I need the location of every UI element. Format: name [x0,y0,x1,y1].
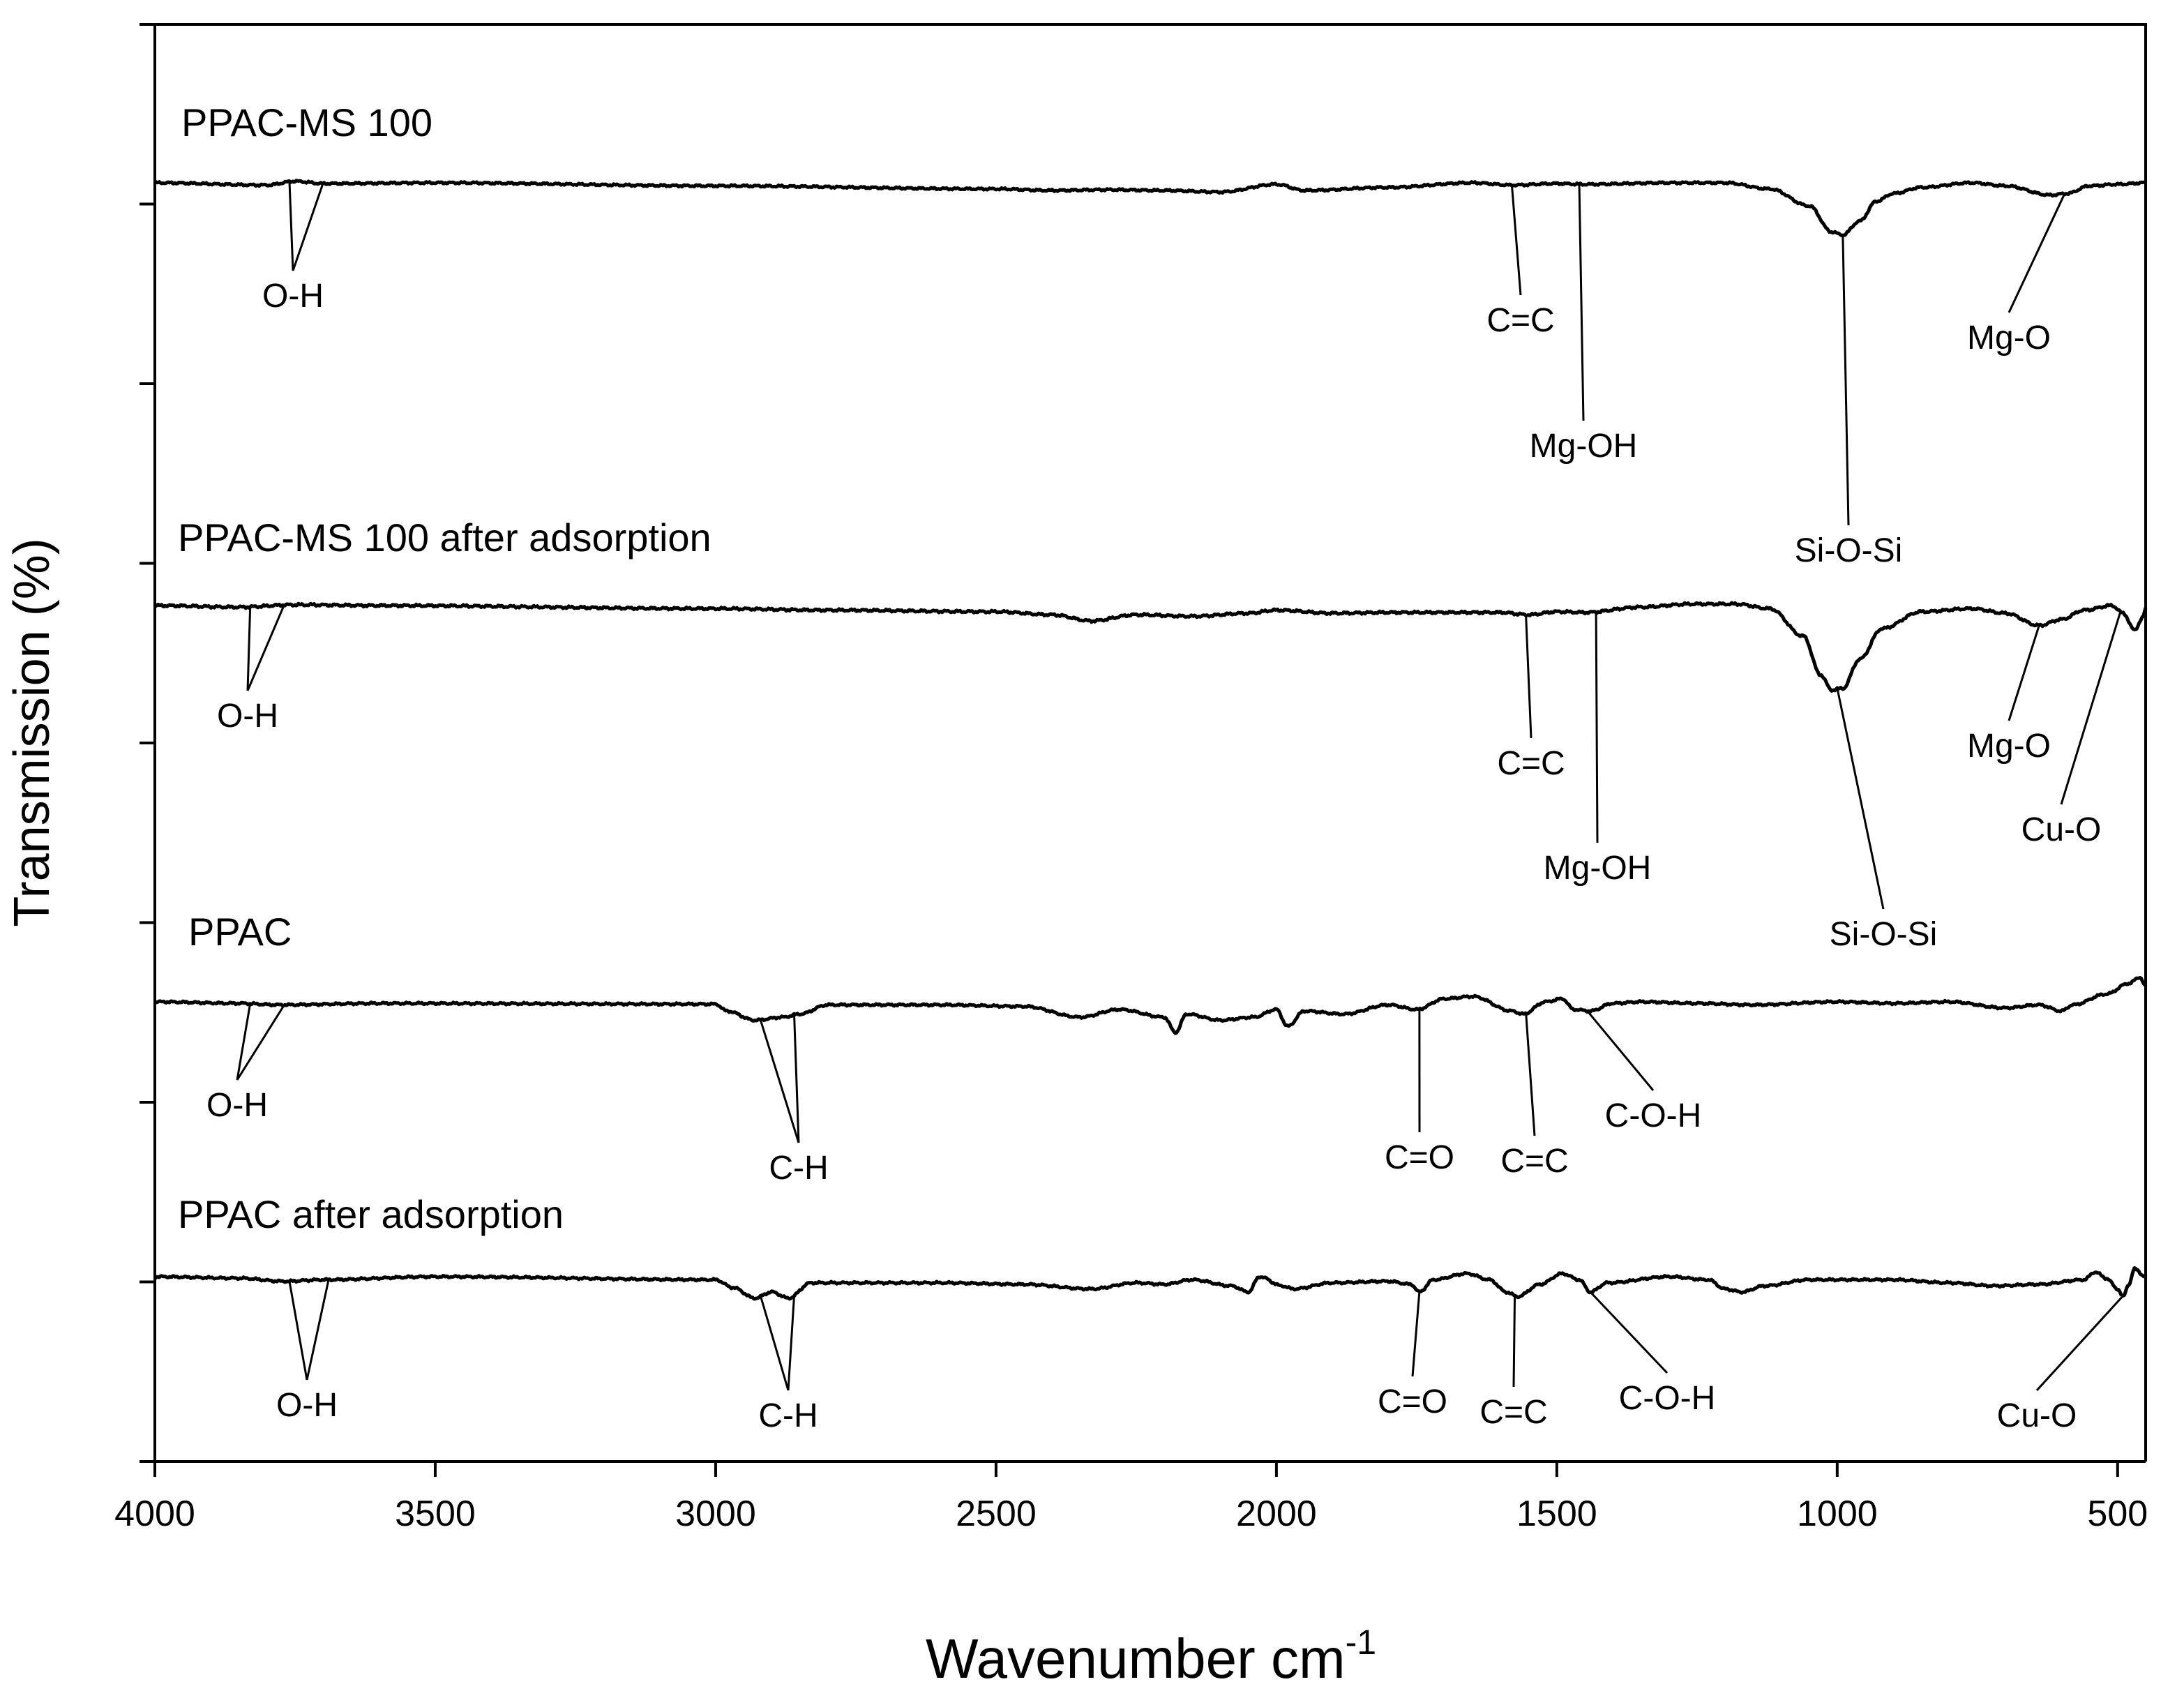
spectra-group [153,179,2148,1301]
band-leader [2008,625,2040,721]
band-leader [792,1014,800,1143]
band-leader [787,1295,795,1391]
band-leader [2035,1295,2124,1392]
band-label: C=C [1500,1143,1568,1180]
band-label: C=C [1479,1394,1547,1431]
band-leader [1842,235,1850,526]
band-label: Mg-OH [1544,850,1652,887]
band-label: O-H [206,1087,268,1124]
band-label: Mg-OH [1530,428,1638,465]
band-leader [759,1295,790,1391]
series-label: PPAC-MS 100 after adsorption [178,516,711,559]
band-leader [246,605,285,691]
band-label: C=C [1497,745,1565,782]
x-tick-label: 2500 [956,1494,1037,1534]
x-axis-ticks: 4000 3500 3000 2500 2000 1500 1000 500 [114,1462,2148,1534]
band-leader [1511,186,1522,296]
x-tick-label: 3000 [675,1494,756,1534]
x-tick-label: 1500 [1516,1494,1597,1534]
series-labels: PPAC-MS 100 PPAC-MS 100 after adsorption P… [178,100,711,1236]
band-leader [236,1005,285,1081]
band-label: Mg-O [1967,320,2051,356]
band-leader [246,607,252,691]
band-label: Si-O-Si [1795,532,1903,569]
band-label: C-H [758,1397,818,1434]
band-label: O-H [217,698,278,735]
series-label: PPAC after adsorption [178,1192,564,1236]
x-axis-title-superscript: -1 [1346,1623,1376,1662]
band-leader [1586,1010,1655,1091]
band-label: O-H [262,278,324,315]
band-leader [306,1279,330,1381]
band-leader [1411,1291,1421,1377]
band-leader [1836,687,1885,910]
band-leader [1578,183,1585,421]
axes-top-right [155,23,2147,1462]
band-leader [1512,1295,1516,1388]
band-label: C-H [769,1150,828,1187]
x-axis-title: Wavenumber cm-1 [926,1623,1376,1690]
band-leader [292,182,324,271]
band-leader [2008,193,2065,313]
x-tick-label: 1000 [1797,1494,1878,1534]
spectrum-line [153,179,2147,238]
spectrum-line [154,976,2147,1035]
band-label: C=O [1385,1139,1454,1176]
band-leader [288,1281,308,1381]
band-leader [1525,1013,1536,1136]
band-leader [759,1019,800,1143]
band-label: Si-O-Si [1830,916,1938,953]
band-label: C=C [1486,302,1554,339]
band-label: Cu-O [2021,811,2102,848]
band-leader [1525,615,1532,739]
band-leader [288,181,294,271]
y-axis-title: Transmission (%) [4,538,60,926]
band-label: C-O-H [1605,1097,1702,1134]
spectrum-line [153,1266,2146,1301]
x-tick-label: 4000 [114,1494,195,1534]
x-tick-label: 500 [2087,1494,2148,1534]
band-annotations: O-H C=C Mg-OH Si-O-Si Mg-O O-H C=C Mg-OH Si-O-Si… [206,181,2124,1434]
band-label: C=O [1378,1383,1447,1420]
band-leader [2060,611,2122,805]
series-label: PPAC [188,910,292,954]
band-label: Mg-O [1967,728,2051,765]
spectrum-line [154,601,2148,693]
band-leader [236,1003,252,1081]
band-label: C-O-H [1619,1380,1716,1417]
series-label: PPAC-MS 100 [181,100,432,144]
band-label: O-H [276,1387,338,1424]
band-leader [1595,613,1599,843]
band-label: Cu-O [1997,1397,2077,1434]
band-leader [1590,1291,1669,1374]
y-axis-ticks [140,23,155,1463]
x-tick-label: 3500 [395,1494,476,1534]
x-tick-label: 2000 [1236,1494,1317,1534]
